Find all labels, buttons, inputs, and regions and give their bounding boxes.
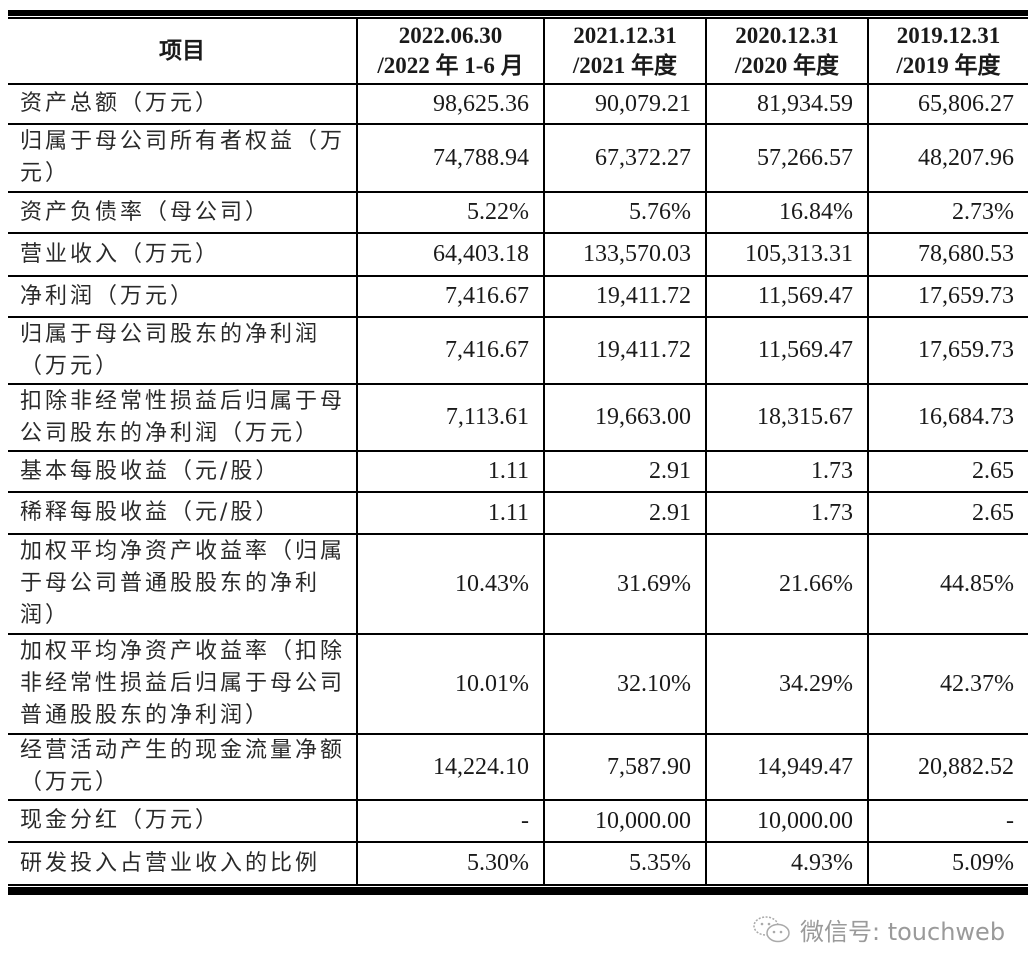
row-value: 16,684.73 bbox=[867, 383, 1028, 452]
row-label: 营业收入（万元） bbox=[8, 232, 358, 277]
header-2020: 2020.12.31/2020 年度 bbox=[705, 19, 869, 85]
table-row: 归属于母公司所有者权益（万元） 74,788.94 67,372.27 57,266.… bbox=[8, 123, 1028, 193]
row-value: 2.65 bbox=[867, 450, 1028, 493]
row-value: 67,372.27 bbox=[543, 123, 707, 193]
row-value: 17,659.73 bbox=[867, 316, 1028, 385]
table-row: 净利润（万元） 7,416.67 19,411.72 11,569.47 17,659.… bbox=[8, 275, 1028, 318]
row-value: 20,882.52 bbox=[867, 733, 1028, 801]
row-value: 7,587.90 bbox=[543, 733, 707, 801]
row-value: - bbox=[356, 799, 545, 843]
bottom-rule bbox=[8, 887, 1028, 895]
row-label: 加权平均净资产收益率（扣除非经常性损益后归属于母公司普通股股东的净利润） bbox=[8, 633, 358, 735]
header-row: 项目 2022.06.30/2022 年 1-6 月 2021.12.31/20… bbox=[8, 19, 1028, 85]
row-value: 10.43% bbox=[356, 533, 545, 635]
row-value: 19,411.72 bbox=[543, 275, 707, 318]
row-label: 归属于母公司股东的净利润（万元） bbox=[8, 316, 358, 385]
table-row: 资产总额（万元） 98,625.36 90,079.21 81,934.59 65,80… bbox=[8, 83, 1028, 125]
top-rule-thin bbox=[8, 17, 1028, 19]
row-value: 7,416.67 bbox=[356, 275, 545, 318]
row-value: 19,411.72 bbox=[543, 316, 707, 385]
table-row: 基本每股收益（元/股） 1.11 2.91 1.73 2.65 bbox=[8, 450, 1028, 493]
row-label: 加权平均净资产收益率（归属于母公司普通股股东的净利润） bbox=[8, 533, 358, 635]
row-value: 7,416.67 bbox=[356, 316, 545, 385]
row-label: 净利润（万元） bbox=[8, 275, 358, 318]
table-row: 资产负债率（母公司） 5.22% 5.76% 16.84% 2.73% bbox=[8, 191, 1028, 234]
bottom-rule-thin bbox=[8, 884, 1028, 886]
row-value: 42.37% bbox=[867, 633, 1028, 735]
row-value: 5.35% bbox=[543, 841, 707, 884]
row-value: 5.22% bbox=[356, 191, 545, 234]
table-row: 营业收入（万元） 64,403.18 133,570.03 105,313.31 78,… bbox=[8, 232, 1028, 277]
header-item: 项目 bbox=[8, 19, 358, 85]
row-value: 105,313.31 bbox=[705, 232, 869, 277]
table-row: 加权平均净资产收益率（归属于母公司普通股股东的净利润） 10.43% 31.69% 2… bbox=[8, 533, 1028, 635]
row-value: 1.11 bbox=[356, 491, 545, 535]
row-label: 归属于母公司所有者权益（万元） bbox=[8, 123, 358, 193]
row-label: 现金分红（万元） bbox=[8, 799, 358, 843]
row-value: 5.09% bbox=[867, 841, 1028, 884]
watermark-text: 微信号: touchweb bbox=[800, 918, 1006, 946]
table-row: 扣除非经常性损益后归属于母公司股东的净利润（万元） 7,113.61 19,663.… bbox=[8, 383, 1028, 452]
row-value: 2.91 bbox=[543, 491, 707, 535]
row-value: 14,949.47 bbox=[705, 733, 869, 801]
table-row: 现金分红（万元） -10,000.00 10,000.00- bbox=[8, 799, 1028, 843]
row-value: 78,680.53 bbox=[867, 232, 1028, 277]
row-label: 资产负债率（母公司） bbox=[8, 191, 358, 234]
row-value: 32.10% bbox=[543, 633, 707, 735]
row-label: 资产总额（万元） bbox=[8, 83, 358, 125]
table-row: 稀释每股收益（元/股） 1.11 2.91 1.73 2.65 bbox=[8, 491, 1028, 535]
row-value: 44.85% bbox=[867, 533, 1028, 635]
row-value: 133,570.03 bbox=[543, 232, 707, 277]
row-value: 1.11 bbox=[356, 450, 545, 493]
financial-summary-table-wrapper: 项目 2022.06.30/2022 年 1-6 月 2021.12.31/20… bbox=[8, 10, 1028, 895]
row-label: 经营活动产生的现金流量净额（万元） bbox=[8, 733, 358, 801]
row-value: 16.84% bbox=[705, 191, 869, 234]
row-value: 31.69% bbox=[543, 533, 707, 635]
header-2019: 2019.12.31/2019 年度 bbox=[867, 19, 1028, 85]
row-label: 研发投入占营业收入的比例 bbox=[8, 841, 358, 884]
row-value: 98,625.36 bbox=[356, 83, 545, 125]
row-value: 1.73 bbox=[705, 491, 869, 535]
row-label: 基本每股收益（元/股） bbox=[8, 450, 358, 493]
row-value: 81,934.59 bbox=[705, 83, 869, 125]
row-value: 2.91 bbox=[543, 450, 707, 493]
row-value: 1.73 bbox=[705, 450, 869, 493]
table-row: 研发投入占营业收入的比例 5.30% 5.35% 4.93% 5.09% bbox=[8, 841, 1028, 884]
row-value: 17,659.73 bbox=[867, 275, 1028, 318]
row-label: 稀释每股收益（元/股） bbox=[8, 491, 358, 535]
row-value: 48,207.96 bbox=[867, 123, 1028, 193]
financial-summary-table: 项目 2022.06.30/2022 年 1-6 月 2021.12.31/20… bbox=[8, 19, 1028, 884]
row-value: 65,806.27 bbox=[867, 83, 1028, 125]
watermark: 微信号: touchweb bbox=[752, 912, 1005, 947]
row-value: 57,266.57 bbox=[705, 123, 869, 193]
row-value: 5.30% bbox=[356, 841, 545, 884]
top-rule bbox=[8, 10, 1028, 16]
row-value: 2.73% bbox=[867, 191, 1028, 234]
table-row: 加权平均净资产收益率（扣除非经常性损益后归属于母公司普通股股东的净利润） 10.0… bbox=[8, 633, 1028, 735]
row-value: 5.76% bbox=[543, 191, 707, 234]
row-value: 90,079.21 bbox=[543, 83, 707, 125]
row-value: 64,403.18 bbox=[356, 232, 545, 277]
row-value: 14,224.10 bbox=[356, 733, 545, 801]
row-value: 34.29% bbox=[705, 633, 869, 735]
row-value: 10.01% bbox=[356, 633, 545, 735]
wechat-icon bbox=[752, 915, 792, 945]
row-value: 18,315.67 bbox=[705, 383, 869, 452]
row-value: 19,663.00 bbox=[543, 383, 707, 452]
row-value: 4.93% bbox=[705, 841, 869, 884]
row-value: - bbox=[867, 799, 1028, 843]
row-value: 21.66% bbox=[705, 533, 869, 635]
row-value: 74,788.94 bbox=[356, 123, 545, 193]
row-value: 11,569.47 bbox=[705, 316, 869, 385]
header-2022h1: 2022.06.30/2022 年 1-6 月 bbox=[356, 19, 545, 85]
row-value: 10,000.00 bbox=[705, 799, 869, 843]
row-label: 扣除非经常性损益后归属于母公司股东的净利润（万元） bbox=[8, 383, 358, 452]
row-value: 10,000.00 bbox=[543, 799, 707, 843]
row-value: 11,569.47 bbox=[705, 275, 869, 318]
table-row: 经营活动产生的现金流量净额（万元） 14,224.10 7,587.90 14,949… bbox=[8, 733, 1028, 801]
row-value: 2.65 bbox=[867, 491, 1028, 535]
table-row: 归属于母公司股东的净利润（万元） 7,416.67 19,411.72 11,569.… bbox=[8, 316, 1028, 385]
row-value: 7,113.61 bbox=[356, 383, 545, 452]
header-2021: 2021.12.31/2021 年度 bbox=[543, 19, 707, 85]
